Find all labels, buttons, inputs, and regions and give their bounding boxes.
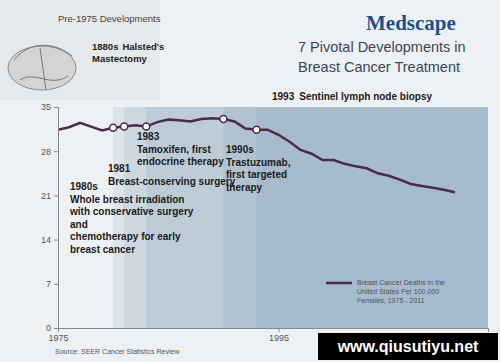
y-tick-label: 21 [41,191,51,201]
y-tick-label: 0 [46,323,51,333]
x-tick-mark [279,328,280,332]
y-tick-label: 35 [41,102,51,112]
y-tick: 35 [41,102,58,112]
x-tick-label: 1995 [269,333,289,343]
y-tick: 0 [46,323,58,333]
x-tick-label: 1975 [48,333,68,343]
annotation-line: Tamoxifen, first [137,144,211,155]
y-tick: 28 [41,147,58,157]
x-axis-line [59,329,489,333]
annotation: 1980s Whole breast irradiationwith conser… [69,181,194,255]
y-tick-mark [54,195,58,196]
watermark: www.qiusutiyu.net [337,338,479,355]
plot-area [58,107,488,328]
annotation-line: Whole breast irradiation [70,194,184,205]
y-tick-mark [54,151,58,152]
y-tick-mark [54,284,58,285]
source: Source: SEER Cancer Statistics Review [55,348,180,355]
annotation-line: Sentinel lymph node biopsy [299,91,432,102]
annotation-line: with conservative surgery [69,206,194,217]
y-axis-line [54,108,59,329]
annotation-line: therapy [226,182,263,193]
event-marker [220,115,227,122]
y-axis: 0 7 14 21 28 35 [41,102,59,333]
annotation-line: first targeted [226,169,287,180]
inset-label: 1880s [92,41,118,52]
event-marker [143,123,150,130]
inset-line: Halsted's [122,41,164,52]
illustration [14,45,72,90]
illustration [8,46,76,90]
annotation-label: 1990s [226,144,254,155]
y-tick-mark [54,328,58,329]
annotation-line: and [70,219,88,230]
annotation: 1990s Trastuzumab,first targeted therapy [226,144,291,193]
annotation-line: endocrine therapy [137,156,224,167]
chart: Pre-1975 Developments 1880s Halsted'sMaste… [0,0,500,362]
annotation-line: chemotherapy for early [70,231,181,242]
era-band [124,107,488,328]
era-band [256,107,488,328]
annotation-line: breast cancer [70,244,135,255]
x-tick: 1975 [48,328,68,343]
legend-text: Breast Cancer Deaths in the United States… [357,279,445,304]
event-marker [110,124,117,131]
era-band [113,107,488,328]
event-marker [121,123,128,130]
y-tick: 21 [41,191,58,201]
era-band [223,107,488,328]
inset: Pre-1975 Developments 1880s Halsted'sMaste… [0,0,164,100]
event-marker [253,126,260,133]
annotation: 1983 Tamoxifen, firstendocrine therapy [137,131,224,167]
watermark-box [318,333,498,360]
legend-swatch [326,282,352,285]
y-tick-label: 28 [41,147,51,157]
annotation: 1993 Sentinel lymph node biopsy [272,91,432,102]
title: 7 Pivotal Developments in Breast Cancer T… [298,39,466,75]
title-line: 7 Pivotal Developments in [298,39,466,55]
title-line: Breast Cancer Treatment [298,59,460,75]
annotations: 1980s Whole breast irradiationwith conser… [69,91,432,255]
annotation-line: Breast-conserving surgery [108,176,236,187]
inset-title: Pre-1975 Developments [58,13,161,24]
line [58,118,455,192]
legend: Breast Cancer Deaths in the United States… [326,279,445,304]
legend-line: United States Per 100,000 [357,288,439,295]
annotation-label: 1983 [137,131,160,142]
annotation-label: 1980s [70,181,98,192]
era-band [146,107,488,328]
x-tick-mark [58,328,59,332]
y-tick-mark [54,107,58,108]
annotation-label: 1993 [272,91,295,102]
background [0,0,500,362]
y-tick: 7 [46,279,58,289]
x-tick: 1995 [269,328,289,343]
brand: Medscape [366,11,456,35]
y-tick-mark [54,240,58,241]
y-tick: 14 [41,235,58,245]
inset-text: 1880s Halsted'sMastectomy [92,41,164,64]
y-tick-label: 7 [46,279,51,289]
annotation-line: Trastuzumab, [226,157,291,168]
annotation-label: 1981 [108,163,131,174]
legend-line: Breast Cancer Deaths in the [357,279,445,286]
inset-line: Mastectomy [92,53,148,64]
legend-line: Females, 1975 - 2011 [357,297,425,304]
y-tick-label: 14 [41,235,51,245]
